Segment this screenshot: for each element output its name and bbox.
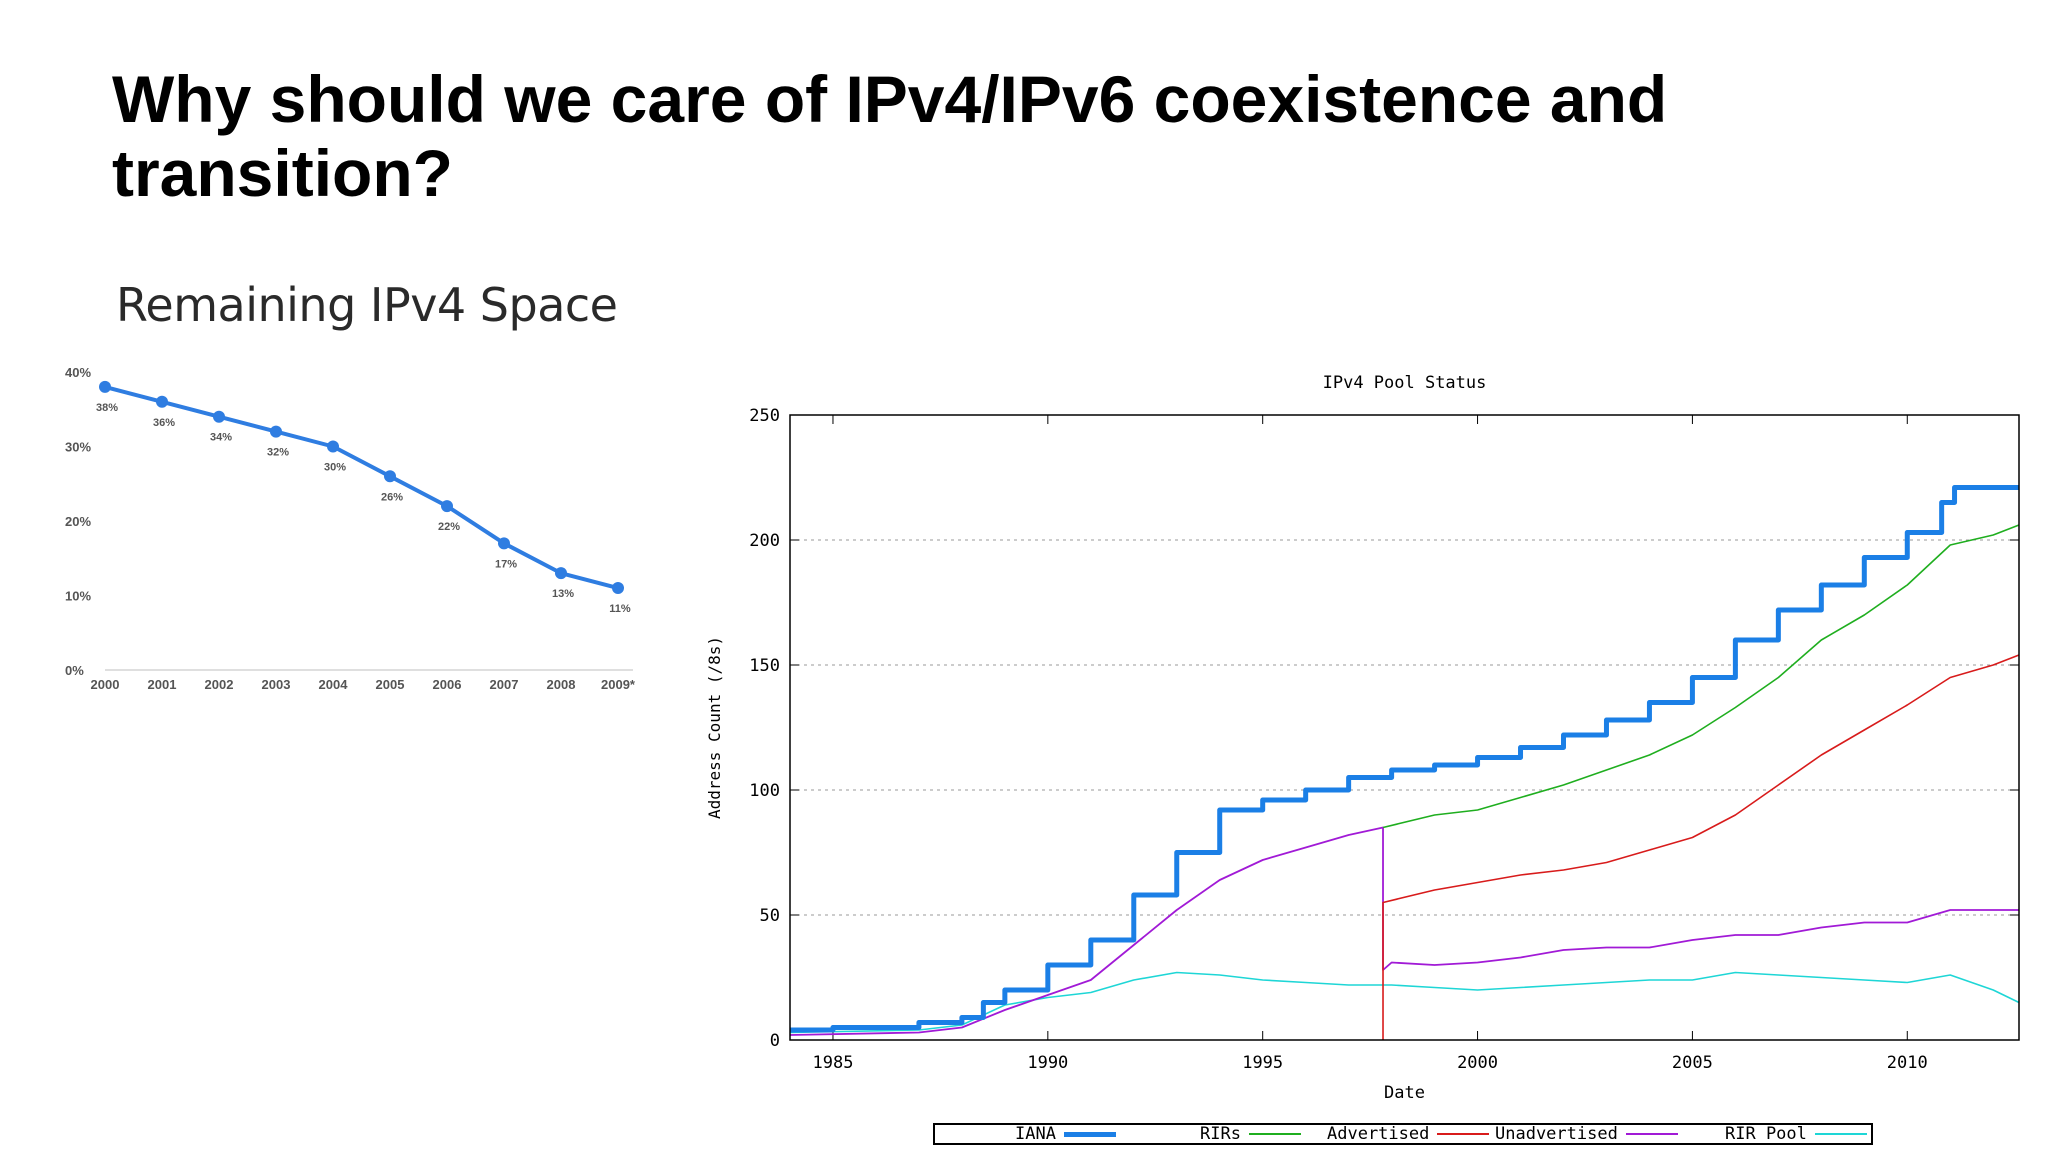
y-axis-label: Address Count (/8s): [705, 636, 724, 819]
legend-entry-rirs: RIRs: [1200, 1125, 1301, 1143]
legend-swatch-rirs: [1248, 1133, 1301, 1135]
x-tick-label: 2009*: [601, 677, 636, 692]
legend-label-advertised: Advertised: [1327, 1124, 1430, 1144]
ipv4-pool-status-chart: IPv4 Pool Status 0 50 100 150 200 250 1985 1990 1…: [705, 373, 2020, 1103]
legend-label-rirs: RIRs: [1200, 1124, 1241, 1144]
data-label: 34%: [210, 432, 232, 444]
y-tick-label: 250: [749, 406, 780, 426]
y-tick-label: 0%: [65, 663, 84, 678]
legend-label-rir-pool: RIR Pool: [1725, 1124, 1807, 1144]
y-tick-label: 150: [749, 656, 780, 676]
data-point: [498, 537, 510, 550]
legend-entry-unadvertised: Unadvertised: [1495, 1125, 1678, 1143]
legend-label-unadvertised: Unadvertised: [1495, 1124, 1618, 1144]
data-point: [156, 395, 168, 408]
y-tick-label: 40%: [65, 365, 91, 380]
series-line-rirs: [1382, 524, 2020, 829]
x-tick-label: 2005: [1672, 1053, 1713, 1073]
y-tick-label: 100: [749, 781, 780, 801]
data-label: 30%: [324, 462, 346, 474]
plot-frame: [789, 414, 2020, 1041]
data-label: 36%: [153, 417, 175, 429]
data-point: [441, 500, 453, 513]
data-label: 11%: [609, 603, 631, 615]
chart-title: IPv4 Pool Status: [1323, 373, 1487, 393]
x-axis-label: Date: [1384, 1083, 1425, 1103]
legend-swatch-advertised: [1437, 1133, 1490, 1135]
x-tick-label: 1995: [1242, 1053, 1283, 1073]
data-label: 32%: [267, 447, 289, 459]
x-tick-label: 1990: [1027, 1053, 1068, 1073]
series-line-rir-pool: [789, 971, 2020, 1034]
series-line: [104, 384, 619, 590]
x-tick-label: 2005: [376, 677, 405, 692]
legend-swatch-iana: [1063, 1131, 1116, 1137]
data-label: 26%: [381, 491, 403, 503]
x-tick-label: 2008: [547, 677, 576, 692]
x-tick-label: 2000: [91, 677, 120, 692]
series-line-iana: [790, 485, 2019, 1033]
data-point: [99, 380, 111, 393]
remaining-ipv4-chart-title: Remaining IPv4 Space: [116, 278, 618, 332]
data-point: [270, 425, 282, 438]
chart-legend: IANA RIRs Advertised Unadvertised RIR Po…: [933, 1123, 1873, 1145]
legend-swatch-unadvertised: [1625, 1133, 1678, 1135]
data-point: [327, 440, 339, 453]
y-tick-label: 200: [749, 531, 780, 551]
y-tick-label: 30%: [65, 440, 91, 455]
data-point: [213, 410, 225, 423]
legend-swatch-rir-pool: [1814, 1133, 1867, 1135]
data-label: 22%: [438, 521, 460, 533]
x-tick-label: 2002: [205, 677, 234, 692]
x-tick-label: 2004: [319, 677, 349, 692]
x-tick-label: 2010: [1887, 1053, 1928, 1073]
data-point: [612, 582, 624, 595]
x-tick-label: 2000: [1457, 1053, 1498, 1073]
data-label: 38%: [96, 402, 118, 414]
x-tick-label: 2001: [148, 677, 177, 692]
data-label: 13%: [552, 588, 574, 600]
x-tick-label: 2006: [433, 677, 462, 692]
x-tick-label: 2003: [262, 677, 291, 692]
y-tick-label: 20%: [65, 514, 91, 529]
legend-entry-iana: IANA: [1015, 1125, 1116, 1143]
data-label: 17%: [495, 558, 517, 570]
legend-label-iana: IANA: [1015, 1124, 1056, 1144]
x-tick-label: 1985: [812, 1053, 853, 1073]
legend-entry-rir-pool: RIR Pool: [1725, 1125, 1867, 1143]
remaining-ipv4-chart: 0% 10% 20% 30% 40% 2000 2001 2002 2003 2004 2005 20…: [65, 365, 636, 692]
series-line-advertised: [1382, 654, 2020, 1040]
x-tick-label: 2007: [490, 677, 519, 692]
data-point: [384, 470, 396, 483]
data-point: [555, 567, 567, 580]
slide-title: Why should we care of IPv4/IPv6 coexiste…: [112, 62, 1668, 210]
y-tick-label: 50: [760, 906, 780, 926]
y-tick-label: 0: [770, 1031, 780, 1051]
legend-entry-advertised: Advertised: [1327, 1124, 1490, 1144]
y-tick-label: 10%: [65, 589, 91, 604]
series-line-unadvertised: [789, 826, 2019, 1036]
